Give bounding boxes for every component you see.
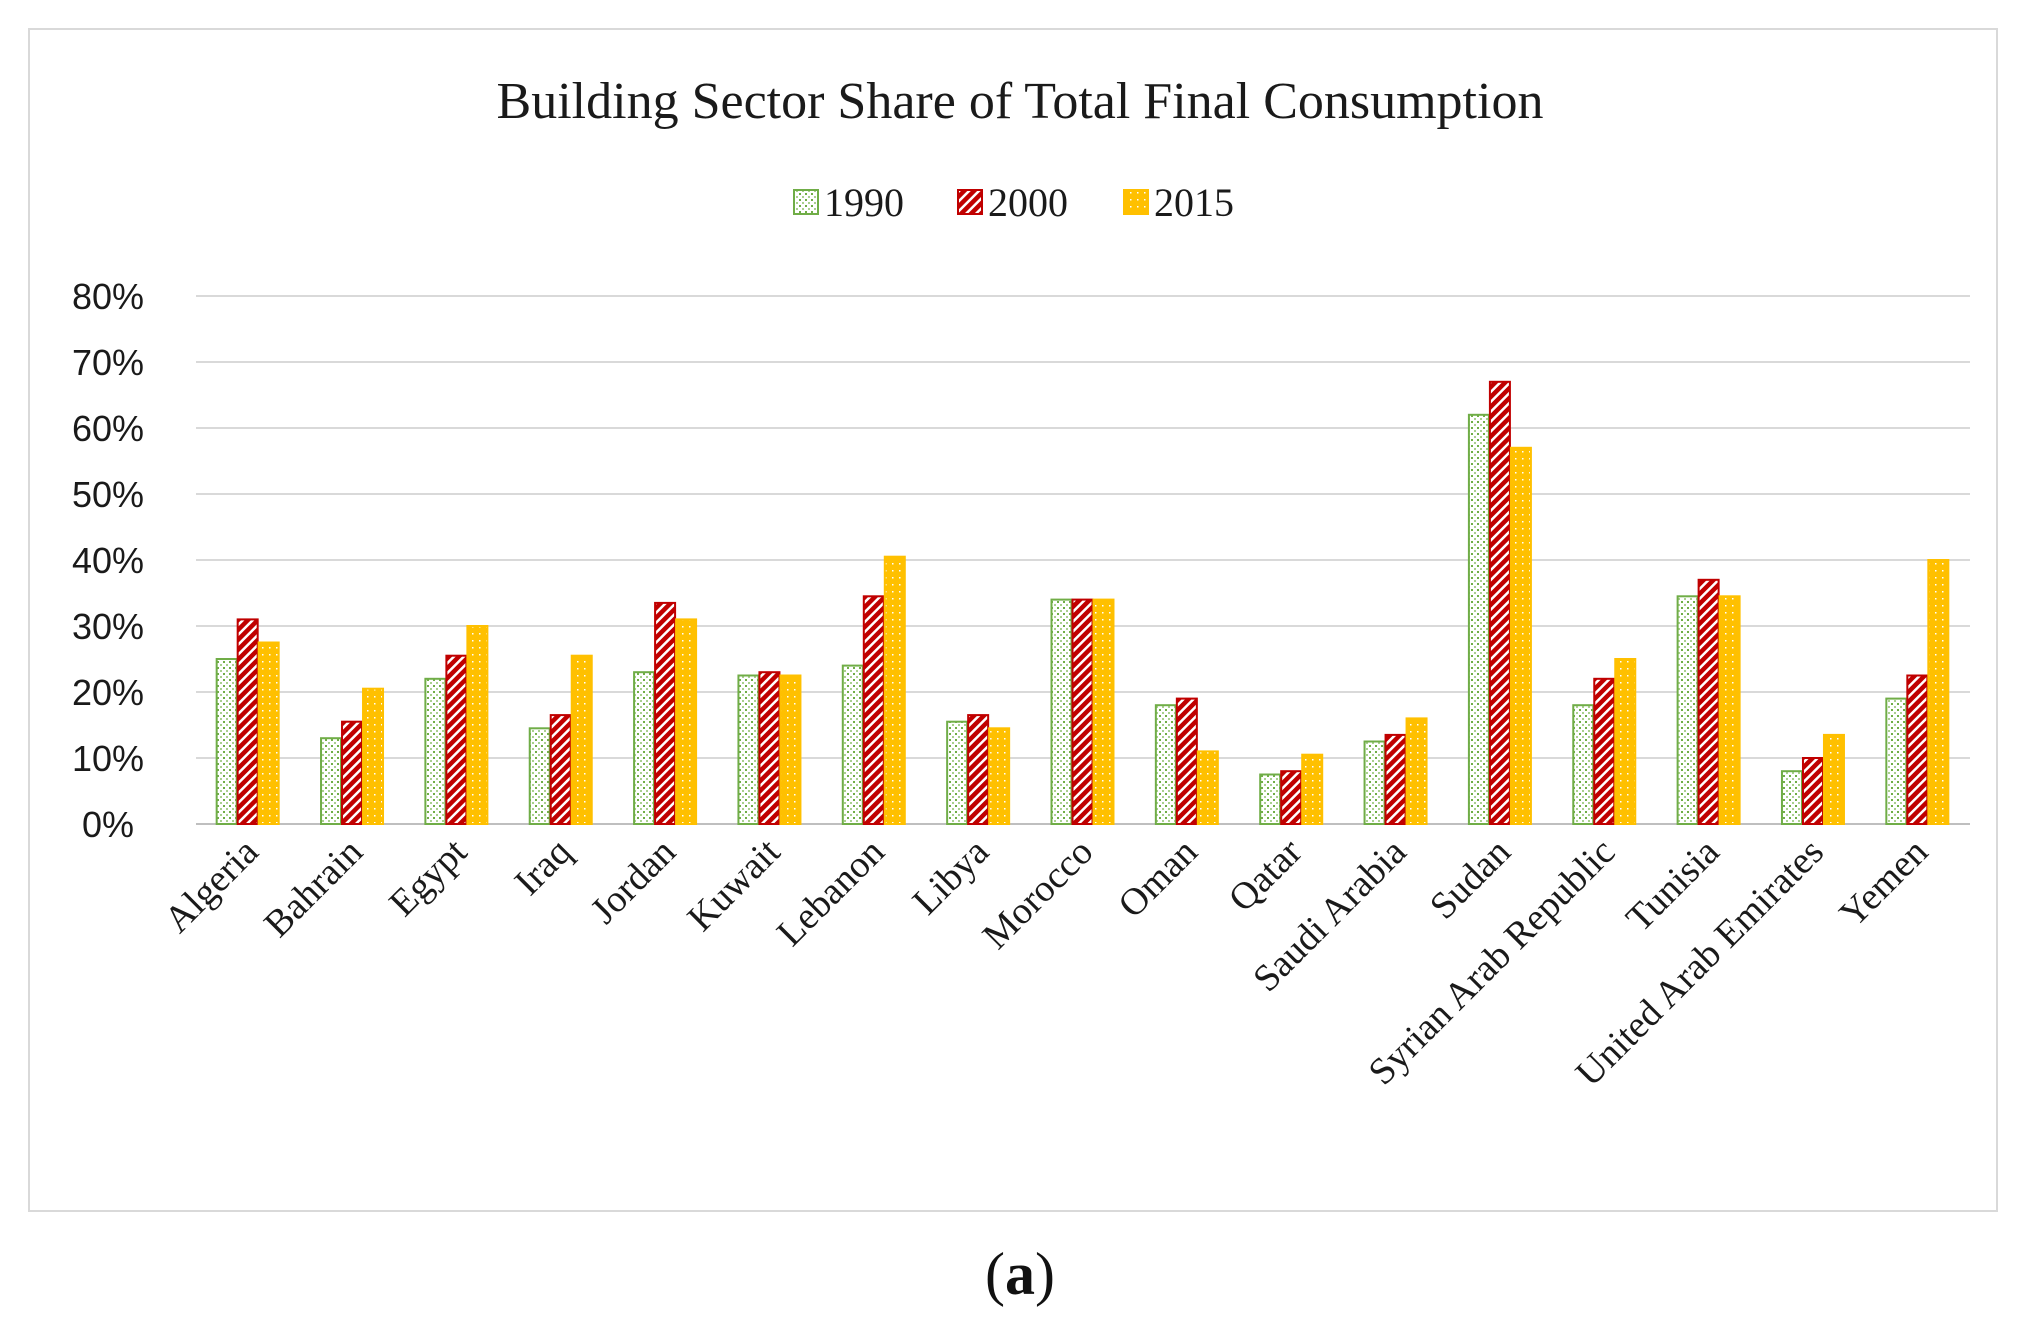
bar-2015-oman (1196, 750, 1219, 826)
bar-1990-jordan (633, 671, 656, 826)
x-tick-label: Sudan (1422, 831, 1519, 928)
legend: 1990 2000 2015 (793, 180, 1234, 225)
bars (215, 380, 1950, 826)
bar-2015-united-arab-emirates (1822, 733, 1845, 826)
x-tick-label: Egypt (381, 830, 475, 924)
bar-2000-yemen (1906, 674, 1929, 825)
bar-1990-bahrain (320, 737, 343, 826)
bar-2015-qatar (1301, 753, 1324, 826)
bar-1990-iraq (528, 727, 551, 825)
y-tick-label: 60% (72, 408, 144, 449)
figure-caption: (a) (0, 1240, 2040, 1309)
gridlines (196, 295, 1970, 825)
bar-2015-yemen (1927, 559, 1950, 825)
legend-swatch-2015 (1123, 189, 1149, 215)
legend-label-1990: 1990 (824, 180, 904, 225)
bar-1990-libya (946, 720, 969, 826)
bar-2015-lebanon (883, 555, 906, 825)
bar-2015-syrian-arab-republic (1614, 658, 1637, 825)
bar-2000-iraq (549, 714, 572, 825)
bar-2015-libya (988, 727, 1011, 825)
y-tick-label: 20% (72, 672, 144, 713)
bar-2015-jordan (675, 618, 698, 826)
x-tick-label: Lebanon (769, 831, 893, 955)
legend-label-2000: 2000 (988, 180, 1068, 225)
bar-1990-sudan (1467, 413, 1490, 825)
legend-swatch-2000 (957, 189, 983, 215)
bar-2000-united-arab-emirates (1801, 757, 1824, 825)
bar-2015-egypt (466, 625, 489, 825)
bar-2015-kuwait (779, 674, 802, 825)
bar-2015-bahrain (362, 687, 385, 826)
x-tick-label: Yemen (1832, 831, 1937, 936)
bar-1990-kuwait (737, 674, 760, 825)
y-tick-label: 10% (72, 738, 144, 779)
x-tick-label: Qatar (1221, 830, 1311, 920)
bar-2000-qatar (1280, 770, 1303, 826)
bar-1990-lebanon (841, 664, 864, 825)
y-tick-label: 40% (72, 540, 144, 581)
bar-1990-algeria (215, 658, 238, 825)
bar-2015-morocco (1092, 598, 1115, 825)
bar-1990-qatar (1259, 773, 1282, 825)
y-tick-label: 0% (82, 804, 134, 845)
chart-title: Building Sector Share of Total Final Con… (497, 73, 1544, 130)
bar-2000-bahrain (341, 720, 364, 826)
y-axis-ticks: 0% 10% 20% 30% 40% 50% 60% 70% 80% (72, 276, 144, 845)
bar-2015-sudan (1509, 446, 1532, 825)
y-tick-label: 80% (72, 276, 144, 317)
bar-2000-lebanon (862, 595, 885, 825)
y-tick-label: 70% (72, 342, 144, 383)
chart-frame (28, 28, 1998, 1212)
bar-2015-saudi-arabia (1405, 717, 1428, 826)
bar-2000-tunisia (1697, 578, 1720, 825)
caption-open: ( (985, 1241, 1005, 1307)
caption-letter: a (1005, 1241, 1035, 1307)
y-tick-label: 30% (72, 606, 144, 647)
bar-1990-yemen (1885, 697, 1908, 825)
bar-2000-libya (967, 714, 990, 825)
x-tick-label: Algeria (156, 831, 266, 941)
bar-1990-united-arab-emirates (1780, 770, 1803, 826)
bar-2000-syrian-arab-republic (1593, 677, 1616, 825)
x-tick-label: Morocco (975, 831, 1102, 958)
bar-2015-tunisia (1718, 595, 1741, 825)
bar-2015-iraq (570, 654, 593, 826)
bar-2000-saudi-arabia (1384, 733, 1407, 826)
x-tick-label: Oman (1110, 831, 1205, 926)
bar-1990-oman (1154, 704, 1177, 826)
bar-2000-sudan (1488, 380, 1511, 825)
x-tick-label: Jordan (583, 831, 684, 932)
bar-2015-algeria (257, 641, 280, 825)
x-tick-label: Iraq (507, 831, 580, 904)
x-tick-label: Bahrain (256, 831, 371, 946)
bar-2000-jordan (654, 601, 677, 826)
bar-2000-morocco (1071, 598, 1094, 825)
bar-1990-tunisia (1676, 595, 1699, 825)
bar-1990-morocco (1050, 598, 1073, 825)
bar-2000-oman (1175, 697, 1198, 825)
bar-1990-saudi-arabia (1363, 740, 1386, 825)
bar-1990-syrian-arab-republic (1572, 704, 1595, 826)
legend-swatch-1990 (793, 189, 819, 215)
bar-2000-kuwait (758, 671, 781, 826)
caption-close: ) (1035, 1241, 1055, 1307)
x-tick-label: Libya (905, 831, 997, 923)
legend-label-2015: 2015 (1154, 180, 1234, 225)
y-tick-label: 50% (72, 474, 144, 515)
bar-2000-algeria (236, 618, 259, 826)
bar-2000-egypt (445, 654, 468, 826)
bar-1990-egypt (424, 677, 447, 825)
